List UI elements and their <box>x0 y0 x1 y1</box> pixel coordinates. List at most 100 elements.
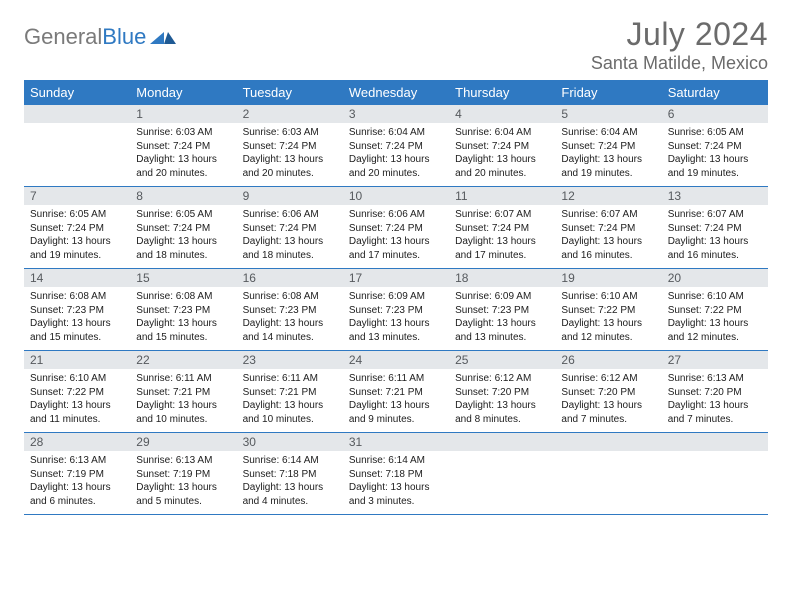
page-title: July 2024 <box>591 16 768 53</box>
calendar-cell: 23Sunrise: 6:11 AMSunset: 7:21 PMDayligh… <box>237 351 343 433</box>
calendar-cell: 14Sunrise: 6:08 AMSunset: 7:23 PMDayligh… <box>24 269 130 351</box>
day-info: Sunrise: 6:07 AMSunset: 7:24 PMDaylight:… <box>449 205 555 268</box>
day-number: 22 <box>130 351 236 369</box>
calendar-body: 1Sunrise: 6:03 AMSunset: 7:24 PMDaylight… <box>24 105 768 515</box>
day-info: Sunrise: 6:10 AMSunset: 7:22 PMDaylight:… <box>24 369 130 432</box>
calendar-cell: 29Sunrise: 6:13 AMSunset: 7:19 PMDayligh… <box>130 433 236 515</box>
day-number: 31 <box>343 433 449 451</box>
day-number: 13 <box>662 187 768 205</box>
calendar-cell: 7Sunrise: 6:05 AMSunset: 7:24 PMDaylight… <box>24 187 130 269</box>
day-info: Sunrise: 6:11 AMSunset: 7:21 PMDaylight:… <box>237 369 343 432</box>
day-header: Saturday <box>662 80 768 105</box>
day-number: 6 <box>662 105 768 123</box>
day-number: 29 <box>130 433 236 451</box>
calendar-cell: 13Sunrise: 6:07 AMSunset: 7:24 PMDayligh… <box>662 187 768 269</box>
logo-icon <box>150 24 176 50</box>
day-number: 17 <box>343 269 449 287</box>
day-number: 11 <box>449 187 555 205</box>
day-info: Sunrise: 6:14 AMSunset: 7:18 PMDaylight:… <box>343 451 449 514</box>
calendar-cell: 21Sunrise: 6:10 AMSunset: 7:22 PMDayligh… <box>24 351 130 433</box>
day-header: Friday <box>555 80 661 105</box>
day-number: 8 <box>130 187 236 205</box>
day-info: Sunrise: 6:05 AMSunset: 7:24 PMDaylight:… <box>130 205 236 268</box>
day-number: 19 <box>555 269 661 287</box>
day-number: 24 <box>343 351 449 369</box>
day-info: Sunrise: 6:05 AMSunset: 7:24 PMDaylight:… <box>24 205 130 268</box>
calendar-cell: 24Sunrise: 6:11 AMSunset: 7:21 PMDayligh… <box>343 351 449 433</box>
calendar-cell: 17Sunrise: 6:09 AMSunset: 7:23 PMDayligh… <box>343 269 449 351</box>
calendar-week-row: 7Sunrise: 6:05 AMSunset: 7:24 PMDaylight… <box>24 187 768 269</box>
calendar-cell <box>24 105 130 187</box>
title-block: July 2024 Santa Matilde, Mexico <box>591 16 768 74</box>
day-number: 5 <box>555 105 661 123</box>
day-info: Sunrise: 6:08 AMSunset: 7:23 PMDaylight:… <box>237 287 343 350</box>
calendar-cell: 19Sunrise: 6:10 AMSunset: 7:22 PMDayligh… <box>555 269 661 351</box>
day-info: Sunrise: 6:11 AMSunset: 7:21 PMDaylight:… <box>343 369 449 432</box>
day-info: Sunrise: 6:13 AMSunset: 7:20 PMDaylight:… <box>662 369 768 432</box>
day-info: Sunrise: 6:07 AMSunset: 7:24 PMDaylight:… <box>555 205 661 268</box>
day-number: 9 <box>237 187 343 205</box>
day-info: Sunrise: 6:09 AMSunset: 7:23 PMDaylight:… <box>449 287 555 350</box>
day-info <box>24 123 130 181</box>
calendar-cell: 31Sunrise: 6:14 AMSunset: 7:18 PMDayligh… <box>343 433 449 515</box>
day-number: 30 <box>237 433 343 451</box>
day-number: 7 <box>24 187 130 205</box>
days-of-week-row: SundayMondayTuesdayWednesdayThursdayFrid… <box>24 80 768 105</box>
day-info: Sunrise: 6:09 AMSunset: 7:23 PMDaylight:… <box>343 287 449 350</box>
day-info: Sunrise: 6:13 AMSunset: 7:19 PMDaylight:… <box>24 451 130 514</box>
calendar-week-row: 14Sunrise: 6:08 AMSunset: 7:23 PMDayligh… <box>24 269 768 351</box>
day-info: Sunrise: 6:03 AMSunset: 7:24 PMDaylight:… <box>130 123 236 186</box>
day-number: 15 <box>130 269 236 287</box>
day-info: Sunrise: 6:04 AMSunset: 7:24 PMDaylight:… <box>449 123 555 186</box>
day-number: 2 <box>237 105 343 123</box>
day-info: Sunrise: 6:08 AMSunset: 7:23 PMDaylight:… <box>24 287 130 350</box>
day-info: Sunrise: 6:13 AMSunset: 7:19 PMDaylight:… <box>130 451 236 514</box>
day-info: Sunrise: 6:05 AMSunset: 7:24 PMDaylight:… <box>662 123 768 186</box>
calendar-cell: 10Sunrise: 6:06 AMSunset: 7:24 PMDayligh… <box>343 187 449 269</box>
day-number: 1 <box>130 105 236 123</box>
day-info <box>555 451 661 509</box>
calendar-cell: 12Sunrise: 6:07 AMSunset: 7:24 PMDayligh… <box>555 187 661 269</box>
day-info: Sunrise: 6:03 AMSunset: 7:24 PMDaylight:… <box>237 123 343 186</box>
day-info <box>662 451 768 509</box>
calendar-cell: 1Sunrise: 6:03 AMSunset: 7:24 PMDaylight… <box>130 105 236 187</box>
header: GeneralBlue July 2024 Santa Matilde, Mex… <box>24 16 768 74</box>
day-number: 12 <box>555 187 661 205</box>
day-info: Sunrise: 6:10 AMSunset: 7:22 PMDaylight:… <box>662 287 768 350</box>
day-number: 3 <box>343 105 449 123</box>
day-number: 10 <box>343 187 449 205</box>
day-info: Sunrise: 6:10 AMSunset: 7:22 PMDaylight:… <box>555 287 661 350</box>
calendar-cell <box>555 433 661 515</box>
day-number <box>662 433 768 451</box>
day-number: 26 <box>555 351 661 369</box>
calendar-cell: 20Sunrise: 6:10 AMSunset: 7:22 PMDayligh… <box>662 269 768 351</box>
calendar-cell: 11Sunrise: 6:07 AMSunset: 7:24 PMDayligh… <box>449 187 555 269</box>
calendar-cell: 2Sunrise: 6:03 AMSunset: 7:24 PMDaylight… <box>237 105 343 187</box>
day-number: 20 <box>662 269 768 287</box>
day-number: 4 <box>449 105 555 123</box>
calendar-cell: 9Sunrise: 6:06 AMSunset: 7:24 PMDaylight… <box>237 187 343 269</box>
day-number: 18 <box>449 269 555 287</box>
calendar-cell: 4Sunrise: 6:04 AMSunset: 7:24 PMDaylight… <box>449 105 555 187</box>
calendar-cell: 27Sunrise: 6:13 AMSunset: 7:20 PMDayligh… <box>662 351 768 433</box>
logo: GeneralBlue <box>24 16 176 50</box>
day-info: Sunrise: 6:11 AMSunset: 7:21 PMDaylight:… <box>130 369 236 432</box>
day-info: Sunrise: 6:04 AMSunset: 7:24 PMDaylight:… <box>343 123 449 186</box>
day-header: Tuesday <box>237 80 343 105</box>
calendar: SundayMondayTuesdayWednesdayThursdayFrid… <box>24 80 768 515</box>
day-number: 21 <box>24 351 130 369</box>
day-header: Wednesday <box>343 80 449 105</box>
calendar-cell: 8Sunrise: 6:05 AMSunset: 7:24 PMDaylight… <box>130 187 236 269</box>
calendar-cell: 30Sunrise: 6:14 AMSunset: 7:18 PMDayligh… <box>237 433 343 515</box>
calendar-cell: 3Sunrise: 6:04 AMSunset: 7:24 PMDaylight… <box>343 105 449 187</box>
calendar-week-row: 28Sunrise: 6:13 AMSunset: 7:19 PMDayligh… <box>24 433 768 515</box>
logo-text-1: General <box>24 24 102 50</box>
calendar-cell: 16Sunrise: 6:08 AMSunset: 7:23 PMDayligh… <box>237 269 343 351</box>
day-header: Sunday <box>24 80 130 105</box>
day-number: 28 <box>24 433 130 451</box>
day-number: 27 <box>662 351 768 369</box>
day-number: 23 <box>237 351 343 369</box>
calendar-cell <box>449 433 555 515</box>
calendar-week-row: 21Sunrise: 6:10 AMSunset: 7:22 PMDayligh… <box>24 351 768 433</box>
day-info <box>449 451 555 509</box>
